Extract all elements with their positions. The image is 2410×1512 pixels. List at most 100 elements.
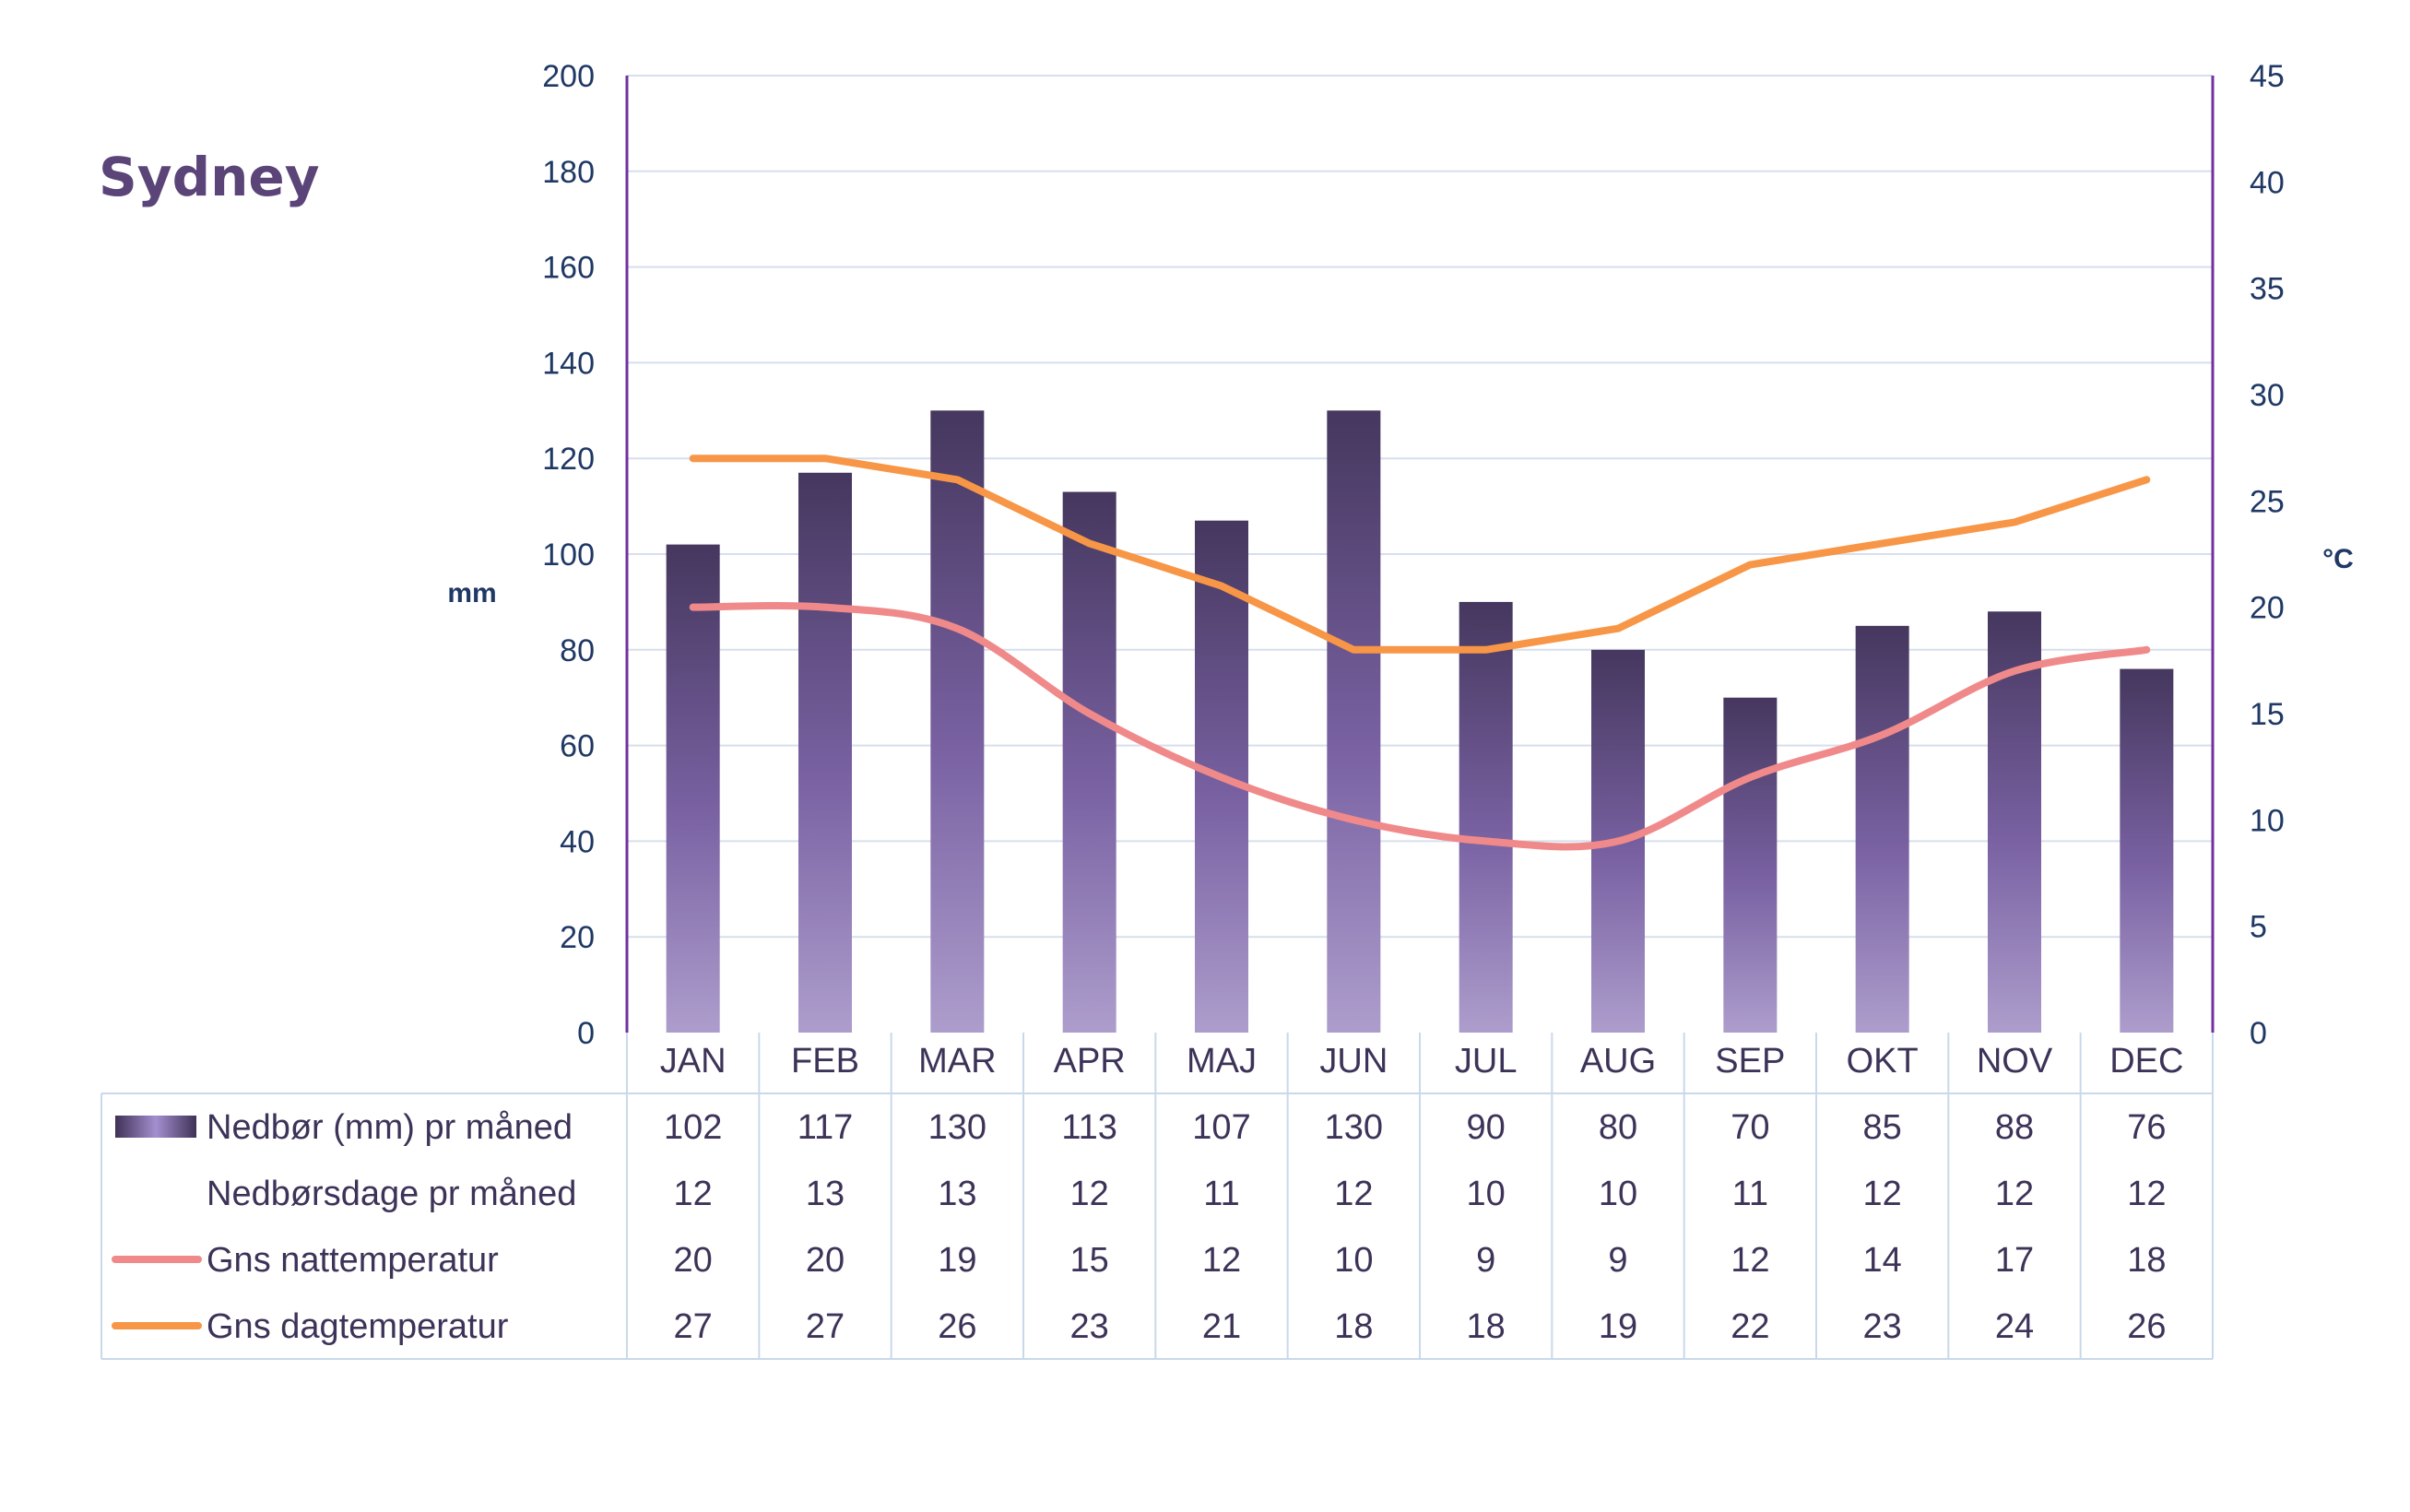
month-label: MAJ xyxy=(1187,1042,1257,1081)
table-value: 14 xyxy=(1863,1241,1902,1280)
table-value: 18 xyxy=(1334,1307,1373,1346)
table-value: 10 xyxy=(1334,1241,1373,1280)
table-value: 26 xyxy=(938,1307,976,1346)
right-tick-label: 15 xyxy=(2250,697,2285,732)
month-label: SEP xyxy=(1715,1042,1785,1081)
table-value: 15 xyxy=(1070,1241,1109,1280)
left-tick-label: 40 xyxy=(560,824,595,859)
month-label: AUG xyxy=(1580,1042,1656,1081)
table-value: 18 xyxy=(2127,1241,2166,1280)
legend-key-bar xyxy=(115,1116,196,1138)
table-value: 117 xyxy=(797,1108,854,1147)
table-value: 22 xyxy=(1731,1307,1769,1346)
right-tick-label: 40 xyxy=(2250,165,2285,200)
table-value: 20 xyxy=(674,1241,713,1280)
right-tick-label: 25 xyxy=(2250,484,2285,519)
left-tick-label: 200 xyxy=(542,59,595,94)
right-tick-label: 30 xyxy=(2250,378,2285,413)
series-name: Gns dagtemperatur xyxy=(207,1307,509,1346)
left-tick-label: 180 xyxy=(542,155,595,190)
table-value: 12 xyxy=(1731,1241,1769,1280)
table-value: 11 xyxy=(1203,1175,1239,1213)
table-value: 10 xyxy=(1467,1175,1506,1213)
table-value: 85 xyxy=(1863,1108,1902,1147)
left-tick-label: 100 xyxy=(542,537,595,573)
table-value: 13 xyxy=(806,1175,845,1213)
left-axis-unit: mm xyxy=(447,578,496,608)
left-tick-label: 140 xyxy=(542,346,595,381)
month-label: JUL xyxy=(1455,1042,1518,1081)
series-name: Nedbør (mm) pr måned xyxy=(207,1108,573,1147)
right-tick-label: 0 xyxy=(2250,1016,2267,1051)
month-label: NOV xyxy=(1977,1042,2053,1081)
table-value: 18 xyxy=(1467,1307,1506,1346)
left-tick-label: 60 xyxy=(560,729,595,764)
table-value: 80 xyxy=(1599,1108,1637,1147)
month-label: OKT xyxy=(1847,1042,1919,1081)
table-value: 23 xyxy=(1863,1307,1902,1346)
month-label: APR xyxy=(1054,1042,1126,1081)
table-value: 12 xyxy=(1995,1175,2034,1213)
table-value: 17 xyxy=(1995,1241,2034,1280)
table-value: 11 xyxy=(1732,1175,1768,1213)
table-value: 19 xyxy=(1599,1307,1637,1346)
table-value: 130 xyxy=(1325,1108,1383,1147)
bar xyxy=(930,410,985,1033)
left-tick-label: 20 xyxy=(560,920,595,955)
right-tick-label: 35 xyxy=(2250,272,2285,307)
series-name: Gns nattemperatur xyxy=(207,1241,499,1280)
table-value: 70 xyxy=(1731,1108,1769,1147)
gridlines xyxy=(627,75,2213,939)
right-tick-label: 45 xyxy=(2250,59,2285,94)
chart-title: Sydney xyxy=(99,146,320,208)
right-tick-label: 5 xyxy=(2250,910,2267,945)
table-value: 12 xyxy=(2127,1175,2166,1213)
bar xyxy=(2120,668,2174,1033)
table-value: 113 xyxy=(1061,1108,1117,1147)
bar xyxy=(1855,625,1909,1033)
bar xyxy=(1723,697,1778,1033)
bar xyxy=(1327,410,1381,1033)
month-label: FEB xyxy=(791,1042,859,1081)
table-value: 24 xyxy=(1995,1307,2034,1346)
month-label: DEC xyxy=(2109,1042,2183,1081)
night-temperature-line xyxy=(689,601,2151,851)
left-tick-label: 80 xyxy=(560,633,595,668)
table-value: 130 xyxy=(928,1108,986,1147)
table-value: 76 xyxy=(2127,1108,2166,1147)
right-axis-unit: °C xyxy=(2322,544,2354,574)
bar xyxy=(798,472,852,1033)
bar xyxy=(666,544,720,1033)
day-temperature-line xyxy=(689,455,2151,654)
table-value: 12 xyxy=(1334,1175,1373,1213)
month-label: MAR xyxy=(918,1042,996,1081)
series-name: Nedbørsdage pr måned xyxy=(207,1175,576,1213)
table-value: 9 xyxy=(1476,1241,1495,1280)
axes: 0 20 40 60 80 100 120 140 160 180 200 0 5 10 15 20 25 30 3… xyxy=(447,59,2354,1051)
table-value: 23 xyxy=(1070,1307,1109,1346)
month-label: JUN xyxy=(1319,1042,1388,1081)
table-value: 20 xyxy=(806,1241,845,1280)
table-value: 10 xyxy=(1599,1175,1637,1213)
line-series xyxy=(689,455,2151,851)
left-tick-label: 120 xyxy=(542,442,595,477)
left-tick-label: 0 xyxy=(577,1016,595,1051)
table-value: 9 xyxy=(1608,1241,1627,1280)
month-label: JAN xyxy=(660,1042,727,1081)
bar-series xyxy=(666,410,2174,1033)
table-value: 102 xyxy=(664,1108,722,1147)
table-value: 90 xyxy=(1467,1108,1506,1147)
table-value: 21 xyxy=(1202,1307,1241,1346)
left-tick-label: 160 xyxy=(542,251,595,286)
right-tick-label: 10 xyxy=(2250,803,2285,838)
table-value: 107 xyxy=(1192,1108,1250,1147)
table-value: 12 xyxy=(1070,1175,1109,1213)
bar xyxy=(1459,601,1513,1033)
table-value: 88 xyxy=(1995,1108,2034,1147)
table-value: 27 xyxy=(674,1307,713,1346)
table-value: 26 xyxy=(2127,1307,2166,1346)
data-table: JAN FEB MAR APR MAJ JUN JUL AUG SEP OKT NOV DEC Nedb… xyxy=(100,1033,2214,1360)
bar xyxy=(1062,491,1116,1033)
table-value: 12 xyxy=(674,1175,713,1213)
